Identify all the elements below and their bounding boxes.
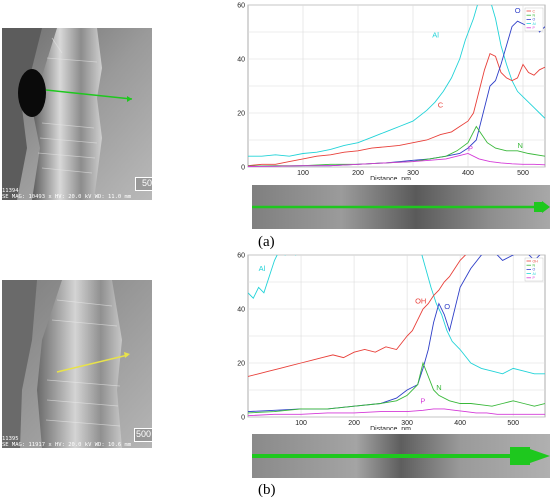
series-line-al bbox=[248, 5, 545, 157]
x-tick-label: 100 bbox=[297, 170, 309, 177]
y-tick-label: 60 bbox=[237, 3, 245, 10]
x-tick-label: 500 bbox=[507, 420, 519, 427]
x-tick-label: 200 bbox=[348, 420, 360, 427]
legend bbox=[524, 257, 544, 282]
series-label-o: O bbox=[444, 302, 450, 311]
series-label-p: P bbox=[468, 144, 473, 153]
x-tick-label: 200 bbox=[352, 170, 364, 177]
legend-entry: N bbox=[533, 264, 536, 268]
y-tick-label: 0 bbox=[241, 165, 245, 172]
sem-id-a: 11394 bbox=[2, 188, 19, 194]
x-tick-label: 100 bbox=[295, 420, 307, 427]
y-tick-label: 0 bbox=[241, 415, 245, 422]
x-axis-label: Distance, nm bbox=[370, 426, 411, 430]
x-tick-label: 400 bbox=[454, 420, 466, 427]
sem-scan-line-a bbox=[45, 89, 133, 100]
sem-micrograph-b bbox=[2, 280, 152, 448]
sem-params-b: SE MAG: 11917 x HV: 20.0 kV WD: 10.6 mm bbox=[2, 442, 132, 448]
legend-entry: P bbox=[533, 26, 536, 30]
series-line-p bbox=[248, 408, 545, 417]
x-tick-label: 500 bbox=[517, 170, 529, 177]
series-label-p: P bbox=[420, 397, 425, 406]
legend-entry: P bbox=[533, 276, 536, 280]
series-line-p bbox=[248, 153, 545, 167]
legend-entry: OH bbox=[533, 259, 539, 263]
sem-micrograph-a bbox=[2, 28, 152, 200]
series-line-oh bbox=[248, 255, 467, 377]
legend-entry: C bbox=[533, 9, 536, 13]
linescan-strip-b bbox=[252, 434, 550, 478]
linescan-strip-a bbox=[252, 185, 550, 229]
y-tick-label: 40 bbox=[237, 307, 245, 314]
x-tick-label: 400 bbox=[462, 170, 474, 177]
y-tick-label: 20 bbox=[237, 111, 245, 118]
series-label-oh: OH bbox=[415, 297, 426, 306]
y-tick-label: 40 bbox=[237, 57, 245, 64]
scale-bar-a: 500 nm bbox=[135, 177, 152, 191]
x-tick-label: 300 bbox=[407, 170, 419, 177]
y-tick-label: 60 bbox=[237, 253, 245, 260]
series-label-n: N bbox=[436, 383, 441, 392]
series-line-c bbox=[248, 52, 545, 167]
sem-image-b: 500 nm 11395 SE MAG: 11917 x HV: 20.0 kV… bbox=[2, 280, 152, 448]
legend-entry: N bbox=[533, 14, 536, 18]
series-line-n bbox=[248, 125, 545, 167]
series-label-o: O bbox=[515, 6, 521, 15]
sem-params-a: SE MAG: 10493 x HV: 20.0 kV WD: 11.0 mm bbox=[2, 194, 132, 200]
panel-label-b: (b) bbox=[258, 482, 276, 498]
series-line-al bbox=[248, 255, 545, 375]
legend-entry: Al bbox=[533, 272, 536, 276]
legend-entry: Al bbox=[533, 22, 536, 26]
x-tick-label: 300 bbox=[401, 420, 413, 427]
panel-label-a: (a) bbox=[258, 234, 275, 250]
sem-footer-b: 11395 SE MAG: 11917 x HV: 20.0 kV WD: 10… bbox=[2, 436, 152, 448]
series-label-n: N bbox=[518, 141, 523, 150]
series-label-al: Al bbox=[432, 30, 439, 39]
y-tick-label: 20 bbox=[237, 361, 245, 368]
sem-id-b: 11395 bbox=[2, 436, 19, 442]
sem-footer-a: 11394 SE MAG: 10493 x HV: 20.0 kV WD: 11… bbox=[2, 188, 152, 200]
series-label-c: C bbox=[438, 101, 444, 110]
x-axis-label: Distance, nm bbox=[370, 176, 411, 180]
scale-bar-b: 500 nm bbox=[134, 428, 152, 442]
legend bbox=[524, 7, 544, 32]
series-line-n bbox=[248, 361, 545, 414]
legend-entry: O bbox=[533, 268, 536, 272]
sem-scan-line-b bbox=[56, 354, 129, 373]
series-label-al: Al bbox=[259, 264, 266, 273]
sem-image-a: 500 nm 11394 SE MAG: 10493 x HV: 20.0 kV… bbox=[2, 28, 152, 200]
legend-entry: O bbox=[533, 18, 536, 22]
